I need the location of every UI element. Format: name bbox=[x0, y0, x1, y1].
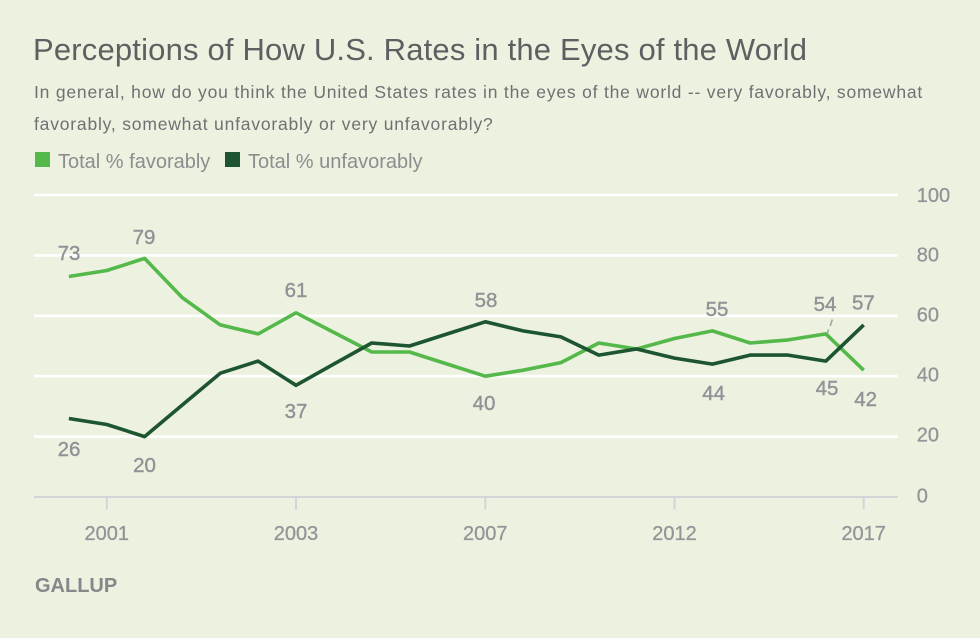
svg-text:37: 37 bbox=[285, 400, 308, 423]
svg-text:58: 58 bbox=[475, 289, 498, 312]
svg-text:2017: 2017 bbox=[841, 523, 886, 545]
svg-text:2001: 2001 bbox=[85, 523, 130, 545]
svg-text:100: 100 bbox=[917, 185, 950, 207]
svg-text:40: 40 bbox=[473, 392, 496, 415]
svg-text:73: 73 bbox=[58, 242, 81, 265]
svg-text:54: 54 bbox=[814, 293, 837, 316]
svg-text:55: 55 bbox=[706, 298, 729, 321]
svg-text:2003: 2003 bbox=[274, 523, 319, 545]
svg-text:80: 80 bbox=[917, 245, 939, 267]
svg-text:40: 40 bbox=[917, 365, 939, 387]
svg-text:61: 61 bbox=[285, 279, 308, 302]
svg-text:57: 57 bbox=[852, 292, 875, 315]
svg-text:60: 60 bbox=[917, 305, 939, 327]
svg-text:26: 26 bbox=[58, 438, 81, 461]
svg-text:20: 20 bbox=[917, 425, 939, 447]
svg-text:45: 45 bbox=[816, 377, 839, 400]
svg-text:79: 79 bbox=[133, 226, 156, 249]
svg-text:44: 44 bbox=[702, 382, 725, 405]
svg-text:0: 0 bbox=[917, 486, 928, 508]
svg-text:20: 20 bbox=[133, 454, 156, 477]
svg-text:42: 42 bbox=[854, 388, 877, 411]
svg-text:2012: 2012 bbox=[652, 523, 697, 545]
svg-text:2007: 2007 bbox=[463, 523, 508, 545]
